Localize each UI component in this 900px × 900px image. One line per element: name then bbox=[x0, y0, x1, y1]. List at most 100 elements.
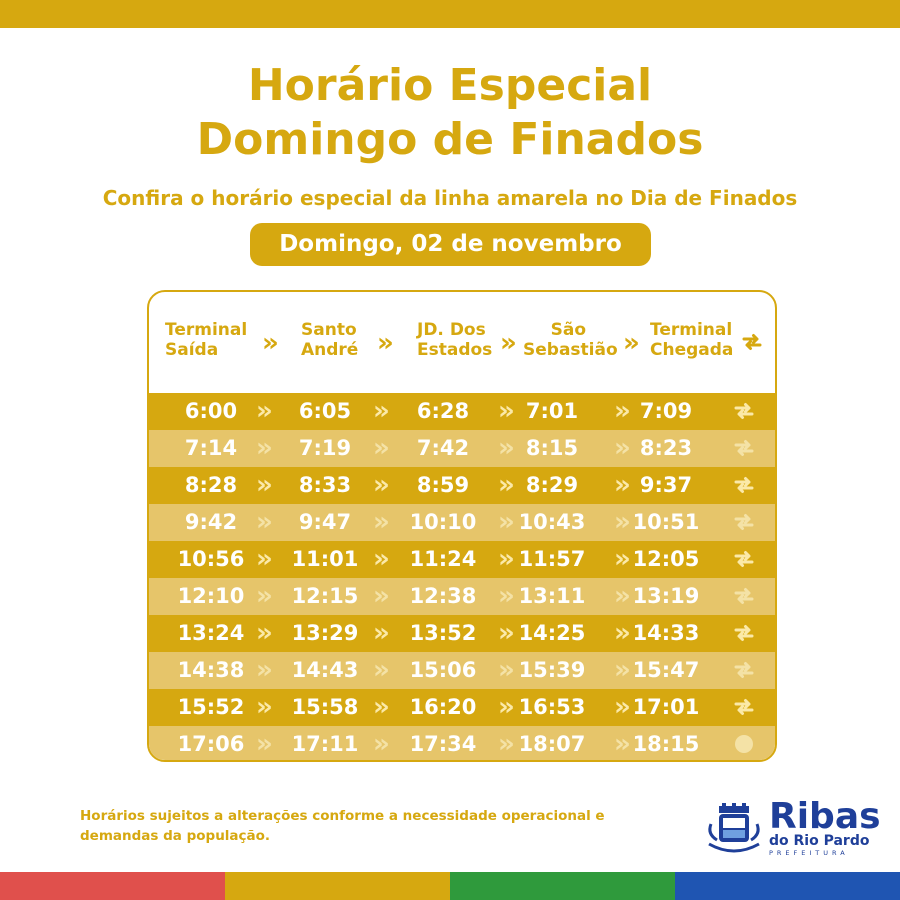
time-cell: 17:01 bbox=[632, 695, 700, 719]
time-cell: 10:51 bbox=[632, 510, 700, 534]
logo-subtitle: do Rio Pardo bbox=[769, 833, 870, 849]
time-cell: 14:33 bbox=[632, 621, 700, 645]
table-row: 8:28 » 8:33 » 8:59 » 8:29 » 9:37 bbox=[149, 467, 775, 504]
chevron-right-icon: » bbox=[498, 655, 515, 685]
time-cell: 10:10 bbox=[409, 510, 477, 534]
swap-icon bbox=[734, 551, 754, 567]
chevron-right-icon: » bbox=[498, 507, 515, 537]
schedule-header: Terminal Saída » Santo André » JD. Dos E… bbox=[149, 292, 775, 392]
column-header-terminal-saida: Terminal Saída bbox=[165, 320, 248, 360]
table-row: 6:00 » 6:05 » 6:28 » 7:01 » 7:09 bbox=[149, 393, 775, 430]
swap-icon bbox=[734, 662, 754, 678]
time-cell: 12:10 bbox=[177, 584, 245, 608]
time-cell: 6:05 bbox=[298, 399, 352, 423]
bottom-bar-blue bbox=[675, 872, 900, 900]
chevron-right-icon: » bbox=[498, 470, 515, 500]
chevron-right-icon: » bbox=[256, 396, 273, 426]
chevron-right-icon: » bbox=[262, 328, 279, 358]
time-cell: 17:34 bbox=[409, 732, 477, 756]
chevron-right-icon: » bbox=[614, 544, 631, 574]
swap-icon bbox=[742, 334, 762, 350]
chevron-right-icon: » bbox=[377, 328, 394, 358]
time-cell: 16:20 bbox=[409, 695, 477, 719]
time-cell: 8:23 bbox=[639, 436, 693, 460]
chevron-right-icon: » bbox=[614, 655, 631, 685]
page-title-line2: Domingo de Finados bbox=[196, 114, 704, 165]
time-cell: 11:57 bbox=[518, 547, 586, 571]
table-row: 9:42» 9:47» 10:10» 10:43» 10:51 bbox=[149, 504, 775, 541]
time-cell: 8:33 bbox=[298, 473, 352, 497]
swap-icon bbox=[734, 699, 754, 715]
end-dot-icon bbox=[735, 735, 753, 753]
column-header-terminal-chegada: Terminal Chegada bbox=[650, 320, 734, 360]
bottom-bar-green bbox=[450, 872, 675, 900]
date-badge: Domingo, 02 de novembro bbox=[250, 223, 651, 266]
chevron-right-icon: » bbox=[373, 729, 390, 759]
chevron-right-icon: » bbox=[256, 655, 273, 685]
time-cell: 7:19 bbox=[298, 436, 352, 460]
chevron-right-icon: » bbox=[373, 470, 390, 500]
chevron-right-icon: » bbox=[256, 470, 273, 500]
swap-icon bbox=[734, 477, 754, 493]
logo-wordmark: Ribas bbox=[769, 796, 881, 837]
chevron-right-icon: » bbox=[498, 581, 515, 611]
chevron-right-icon: » bbox=[500, 328, 517, 358]
swap-icon bbox=[734, 588, 754, 604]
table-row: 7:14 » 7:19 » 7:42 » 8:15 » 8:23 bbox=[149, 430, 775, 467]
time-cell: 10:56 bbox=[177, 547, 245, 571]
time-cell: 12:05 bbox=[632, 547, 700, 571]
chevron-right-icon: » bbox=[256, 507, 273, 537]
time-cell: 10:43 bbox=[518, 510, 586, 534]
chevron-right-icon: » bbox=[614, 729, 631, 759]
column-header-jd-dos-estados: JD. Dos Estados bbox=[417, 320, 493, 360]
chevron-right-icon: » bbox=[373, 396, 390, 426]
time-cell: 6:00 bbox=[184, 399, 238, 423]
footer-note: Horários sujeitos a alterações conforme … bbox=[80, 808, 605, 844]
time-cell: 15:58 bbox=[291, 695, 359, 719]
time-cell: 8:59 bbox=[416, 473, 470, 497]
time-cell: 15:47 bbox=[632, 658, 700, 682]
time-cell: 7:42 bbox=[416, 436, 470, 460]
time-cell: 15:39 bbox=[518, 658, 586, 682]
time-cell: 13:24 bbox=[177, 621, 245, 645]
chevron-right-icon: » bbox=[373, 507, 390, 537]
chevron-right-icon: » bbox=[373, 544, 390, 574]
table-row: 12:10» 12:15» 12:38» 13:11» 13:19 bbox=[149, 578, 775, 615]
chevron-right-icon: » bbox=[498, 396, 515, 426]
time-cell: 16:53 bbox=[518, 695, 586, 719]
chevron-right-icon: » bbox=[498, 544, 515, 574]
chevron-right-icon: » bbox=[498, 729, 515, 759]
column-header-sao-sebastiao: São Sebastião bbox=[523, 320, 618, 360]
page-title-line1: Horário Especial bbox=[247, 60, 653, 111]
chevron-right-icon: » bbox=[373, 618, 390, 648]
time-cell: 17:11 bbox=[291, 732, 359, 756]
time-cell: 9:47 bbox=[298, 510, 352, 534]
chevron-right-icon: » bbox=[614, 618, 631, 648]
city-crest-icon bbox=[708, 803, 760, 853]
chevron-right-icon: » bbox=[373, 692, 390, 722]
time-cell: 8:15 bbox=[525, 436, 579, 460]
time-cell: 17:06 bbox=[177, 732, 245, 756]
chevron-right-icon: » bbox=[498, 692, 515, 722]
chevron-right-icon: » bbox=[373, 655, 390, 685]
time-cell: 7:09 bbox=[639, 399, 693, 423]
chevron-right-icon: » bbox=[614, 433, 631, 463]
table-row: 14:38» 14:43» 15:06» 15:39» 15:47 bbox=[149, 652, 775, 689]
chevron-right-icon: » bbox=[373, 433, 390, 463]
time-cell: 7:14 bbox=[184, 436, 238, 460]
chevron-right-icon: » bbox=[614, 692, 631, 722]
time-cell: 18:07 bbox=[518, 732, 586, 756]
table-row: 17:06» 17:11» 17:34» 18:07» 18:15 bbox=[149, 726, 775, 760]
time-cell: 14:43 bbox=[291, 658, 359, 682]
schedule-table: Terminal Saída » Santo André » JD. Dos E… bbox=[147, 290, 777, 762]
time-cell: 13:29 bbox=[291, 621, 359, 645]
time-cell: 13:11 bbox=[518, 584, 586, 608]
chevron-right-icon: » bbox=[623, 328, 640, 358]
swap-icon bbox=[734, 625, 754, 641]
time-cell: 12:38 bbox=[409, 584, 477, 608]
bottom-bar-red bbox=[0, 872, 225, 900]
chevron-right-icon: » bbox=[614, 470, 631, 500]
swap-icon bbox=[734, 514, 754, 530]
time-cell: 15:52 bbox=[177, 695, 245, 719]
chevron-right-icon: » bbox=[498, 433, 515, 463]
